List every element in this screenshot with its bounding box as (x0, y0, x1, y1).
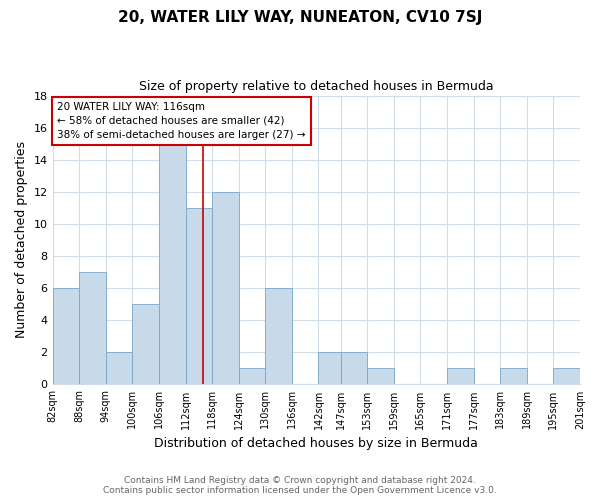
Bar (133, 304, 159, 384)
Bar (319, 352, 341, 384)
Y-axis label: Number of detached properties: Number of detached properties (15, 142, 28, 338)
Title: Size of property relative to detached houses in Bermuda: Size of property relative to detached ho… (139, 80, 494, 93)
Bar (106, 352, 133, 384)
Bar (341, 352, 367, 384)
Bar (79, 272, 106, 384)
Bar (53, 288, 79, 384)
Bar (212, 192, 239, 384)
Bar (239, 368, 265, 384)
Text: 20 WATER LILY WAY: 116sqm
← 58% of detached houses are smaller (42)
38% of semi-: 20 WATER LILY WAY: 116sqm ← 58% of detac… (57, 102, 305, 140)
Text: 20, WATER LILY WAY, NUNEATON, CV10 7SJ: 20, WATER LILY WAY, NUNEATON, CV10 7SJ (118, 10, 482, 25)
X-axis label: Distribution of detached houses by size in Bermuda: Distribution of detached houses by size … (154, 437, 478, 450)
Bar (553, 368, 580, 384)
Text: Contains HM Land Registry data © Crown copyright and database right 2024.
Contai: Contains HM Land Registry data © Crown c… (103, 476, 497, 495)
Bar (159, 144, 185, 384)
Bar (185, 208, 212, 384)
Bar (367, 368, 394, 384)
Bar (447, 368, 473, 384)
Bar (265, 288, 292, 384)
Bar (500, 368, 527, 384)
